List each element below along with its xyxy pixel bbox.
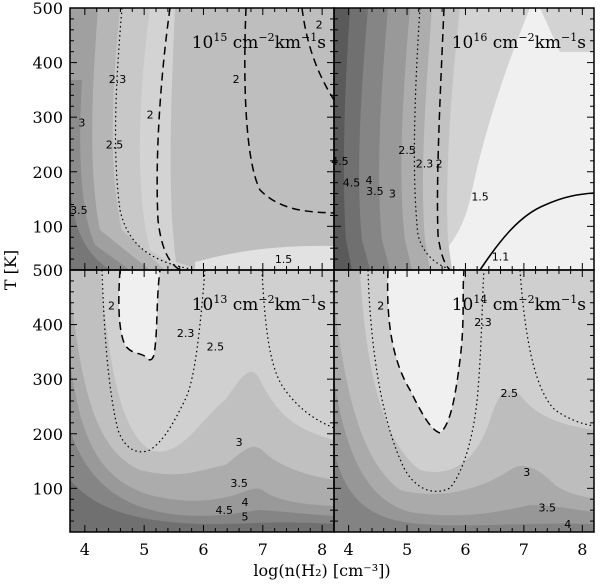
contour-label: 4	[242, 496, 249, 509]
y-tick-label: 100	[32, 217, 63, 236]
x-tick-label: 6	[460, 540, 470, 559]
contour-solid-1-1	[479, 192, 594, 270]
contour-label: 1.5	[275, 253, 293, 266]
contour-label: 2	[436, 158, 443, 171]
y-tick-label: 400	[32, 54, 63, 73]
contour-label: 3	[389, 188, 396, 201]
fill-region-level-7	[334, 8, 352, 270]
x-tick-label: 6	[198, 540, 208, 559]
contour-label: 2	[233, 73, 240, 86]
fill-region-level-0	[387, 270, 464, 433]
fill-region-level-4	[70, 8, 150, 270]
fill-region-level-2	[334, 270, 594, 532]
x-tick-label: 7	[519, 540, 529, 559]
contour-label: 2.5	[207, 340, 225, 353]
panel-title-top-left: 1015 cm−2km−1s	[192, 31, 326, 53]
contour-dotted-2-3-right	[261, 270, 334, 429]
fill-region-level-5	[70, 80, 130, 270]
contour-label: 3.5	[366, 185, 384, 198]
contour-label: 2	[147, 108, 154, 121]
contour-label: 1.1	[492, 250, 510, 263]
contour-label: 3.5	[70, 204, 88, 217]
contour-label: 4.5	[331, 155, 349, 168]
contour-label: 3.5	[539, 501, 557, 514]
y-tick-label: 200	[32, 425, 63, 444]
contour-label: 2	[377, 299, 384, 312]
contour-dashed-2	[156, 8, 181, 270]
x-axis-label: log(n(H₂) [cm⁻³])	[253, 561, 390, 580]
y-tick-label: 400	[32, 316, 63, 335]
contour-label: 2.3	[109, 73, 127, 86]
contour-dashed-2	[386, 270, 465, 434]
y-tick-label: 500	[32, 0, 63, 18]
contour-label: 2.3	[177, 327, 195, 340]
panel-title-bottom-right: 1014 cm−2km−1s	[452, 293, 586, 315]
x-tick-label: 8	[577, 540, 587, 559]
contour-label: 4.5	[343, 177, 361, 190]
fill-region-level-6	[70, 180, 110, 270]
panel-title-bottom-left: 1013 cm−2km−1s	[192, 293, 326, 315]
x-tick-label: 8	[317, 540, 327, 559]
contour-dotted-2-3	[101, 270, 206, 453]
contour-dotted-2-3	[367, 270, 485, 492]
panel-top-left	[70, 8, 334, 270]
contour-dashed-2	[118, 270, 161, 361]
contour-label: 3	[78, 117, 85, 130]
fill-region-level-1b	[540, 8, 594, 52]
fill-region-level-3	[334, 300, 594, 532]
y-axis-label: T [K]	[1, 250, 20, 290]
y-tick-label: 300	[32, 370, 63, 389]
y-tick-label: 500	[32, 261, 63, 280]
contour-label: 3.5	[230, 477, 248, 490]
contour-label: 2.3	[416, 158, 434, 171]
contour-label: 4.5	[215, 504, 233, 517]
contour-label: 2.5	[398, 144, 416, 157]
fill-region-level-3	[70, 290, 334, 532]
fill-region-level-0	[195, 245, 334, 270]
x-tick-label: 7	[258, 540, 268, 559]
contour-label: 2	[108, 299, 115, 312]
contour-label: 2	[316, 18, 323, 31]
panel-titles: 1015 cm−2km−1s 1016 cm−2km−1s 1013 cm−2km−…	[192, 31, 586, 315]
contour-label: 2.5	[501, 387, 519, 400]
x-tick-label: 4	[344, 540, 354, 559]
x-tick-label: 5	[139, 540, 149, 559]
panel-top-right	[334, 8, 594, 270]
contour-label: 2.5	[106, 138, 124, 151]
fill-region-level-5	[334, 450, 594, 532]
contour-dotted-2-3-right	[519, 270, 594, 427]
y-tick-label: 200	[32, 163, 63, 182]
contour-label: 1.5	[471, 190, 489, 203]
fill-region-level-0	[118, 270, 160, 360]
contour-label: 5	[242, 511, 249, 524]
fill-region-level-6	[70, 480, 334, 532]
contour-label: 4	[564, 518, 571, 531]
panel-bottom-left	[70, 270, 334, 532]
x-tick-label: 5	[402, 540, 412, 559]
panel-title-top-right: 1016 cm−2km−1s	[452, 31, 586, 53]
contour-dashed-2-right	[244, 8, 334, 214]
contour-label: 4	[366, 174, 373, 187]
x-tick-label: 4	[80, 540, 90, 559]
fill-region-level-5	[70, 430, 334, 532]
panel-bottom-right	[334, 270, 594, 532]
contour-dashed-2	[436, 8, 451, 270]
y-tick-label: 300	[32, 108, 63, 127]
contour-label: 2.3	[474, 316, 492, 329]
tick-marks	[70, 7, 594, 532]
y-tick-label: 100	[32, 479, 63, 498]
contour-label: 3	[523, 466, 530, 479]
contour-label: 3	[236, 436, 243, 449]
contour-dotted-2-3	[114, 8, 197, 270]
